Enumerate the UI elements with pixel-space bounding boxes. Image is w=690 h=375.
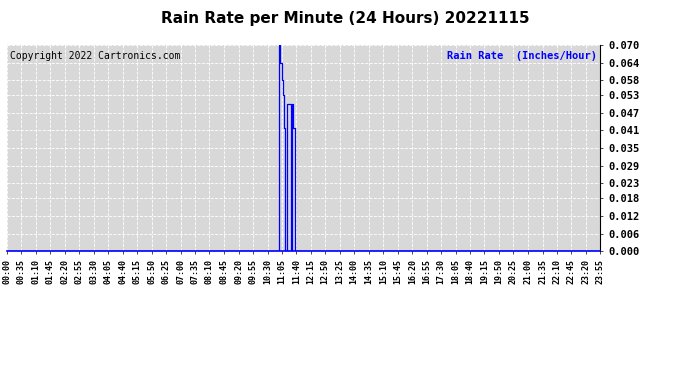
Text: Rain Rate per Minute (24 Hours) 20221115: Rain Rate per Minute (24 Hours) 20221115 xyxy=(161,11,529,26)
Text: Copyright 2022 Cartronics.com: Copyright 2022 Cartronics.com xyxy=(10,51,180,61)
Text: Rain Rate  (Inches/Hour): Rain Rate (Inches/Hour) xyxy=(447,51,598,61)
